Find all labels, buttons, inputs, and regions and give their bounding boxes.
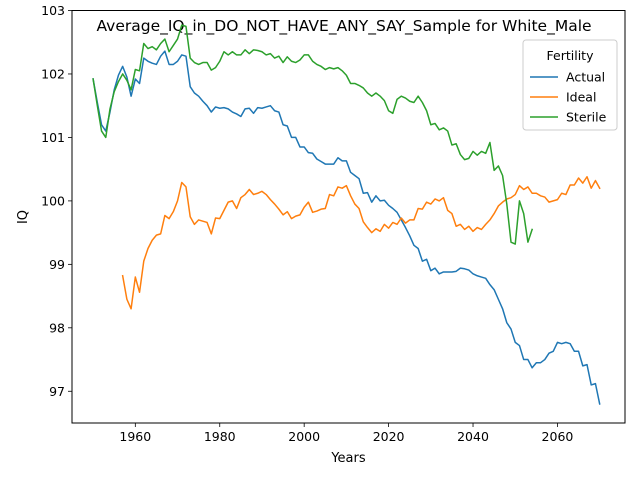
y-tick-label: 97 <box>49 384 65 399</box>
y-tick-label: 100 <box>41 193 65 208</box>
series-line-ideal <box>121 176 601 310</box>
legend: Fertility Actual Ideal Sterile <box>522 39 618 131</box>
y-tick-label: 99 <box>49 257 65 272</box>
y-tick-label: 101 <box>41 130 65 145</box>
legend-entries: Actual Ideal Sterile <box>530 70 607 125</box>
series-line-sterile <box>92 24 534 245</box>
y-tick-label: 98 <box>49 320 65 335</box>
y-axis-title: IQ <box>16 210 31 224</box>
series-layer <box>92 24 601 405</box>
x-axis: 1960 1980 2000 2020 2040 2060 <box>119 423 573 444</box>
x-tick-label: 1960 <box>119 429 151 444</box>
x-tick-label: 2000 <box>288 429 320 444</box>
legend-box <box>522 39 618 131</box>
legend-label-actual: Actual <box>566 70 605 85</box>
y-tick-label: 102 <box>41 66 65 81</box>
legend-title: Fertility <box>547 48 595 63</box>
y-tick-label: 103 <box>41 3 65 18</box>
y-axis: 97 98 99 100 101 102 103 <box>41 3 72 399</box>
x-tick-label: 1980 <box>204 429 236 444</box>
axes-frame <box>71 10 626 424</box>
x-tick-label: 2060 <box>542 429 574 444</box>
series-line-actual <box>92 50 601 405</box>
chart-title: Average_IQ_in_DO_NOT_HAVE_ANY_SAY_Sample… <box>96 17 591 36</box>
x-tick-label: 2040 <box>457 429 489 444</box>
legend-label-sterile: Sterile <box>566 110 607 125</box>
x-axis-title: Years <box>330 451 366 466</box>
x-tick-label: 2020 <box>373 429 405 444</box>
legend-label-ideal: Ideal <box>566 90 596 105</box>
plot-area <box>71 10 626 424</box>
